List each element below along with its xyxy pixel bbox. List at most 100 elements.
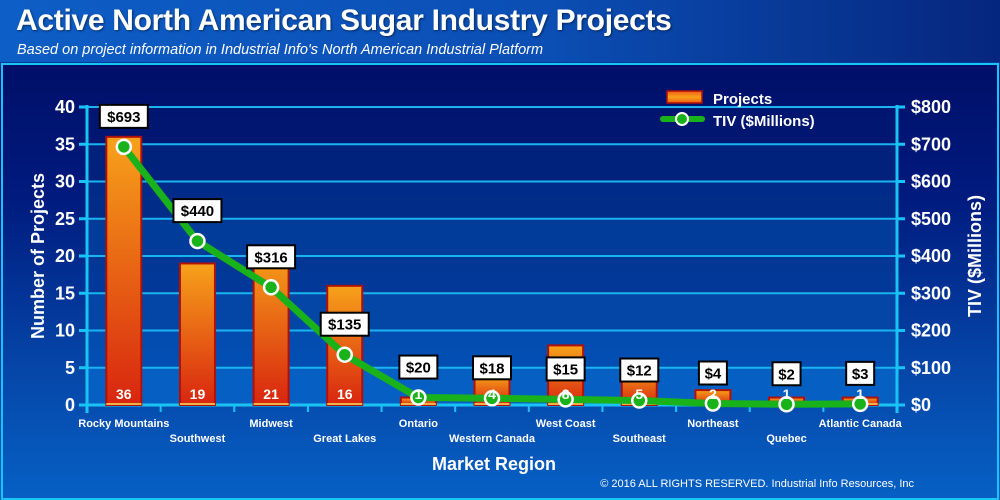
tiv-label-box	[545, 356, 586, 382]
tiv-marker	[631, 392, 648, 409]
tiv-marker	[189, 232, 206, 250]
tiv-label-box	[319, 311, 370, 337]
bar-value-label: 1	[414, 386, 422, 402]
y-tick-label: 35	[55, 134, 75, 154]
y-tick-label: 40	[55, 97, 75, 117]
tiv-marker	[483, 390, 501, 407]
x-tick-label: Northeast	[687, 418, 739, 430]
bar-value-label: 4	[488, 386, 496, 402]
tiv-label-box	[98, 103, 149, 129]
legend: Projects TIV ($Millions)	[660, 90, 815, 130]
bar-base	[179, 403, 215, 405]
chart-title: Active North American Sugar Industry Pro…	[16, 4, 672, 37]
tiv-value-label: $3	[852, 366, 869, 383]
bar-value-label: 1	[783, 386, 791, 402]
bar-value-label: 8	[562, 386, 570, 402]
plot-band	[87, 218, 897, 256]
bar-value-label: 36	[116, 386, 132, 402]
tiv-marker	[778, 396, 795, 413]
y2-tick-label: $700	[911, 134, 951, 154]
bar-value-label: 5	[635, 386, 643, 402]
y2-tick-label: $400	[911, 246, 951, 266]
plot-band	[87, 144, 897, 182]
tiv-marker	[336, 346, 353, 363]
x-tick-label: Ontario	[399, 418, 438, 430]
x-tick-label: Southeast	[613, 433, 667, 445]
chart-subtitle: Based on project information in Industri…	[17, 42, 544, 58]
plot-band	[87, 107, 897, 145]
x-tick-label: Southwest	[170, 433, 226, 445]
bar-value-label: 2	[709, 386, 717, 402]
tiv-marker	[851, 395, 869, 413]
y-axis-title: Number of Projects	[28, 173, 48, 339]
tiv-label-box	[398, 354, 439, 380]
y2-tick-label: $100	[911, 358, 951, 378]
y-tick-label: 30	[55, 172, 75, 192]
legend-label-projects: Projects	[713, 91, 772, 108]
tiv-label-box	[246, 244, 297, 270]
tiv-label-box	[697, 360, 728, 386]
bar-base	[106, 403, 142, 405]
bar-value-label: 19	[190, 386, 206, 402]
tiv-value-label: $4	[705, 366, 722, 383]
x-tick-label: Western Canada	[449, 433, 536, 445]
legend-bar-swatch	[666, 90, 703, 104]
tiv-marker	[262, 279, 280, 296]
y-tick-label: 25	[55, 209, 75, 229]
y-tick-label: 15	[55, 283, 75, 303]
tiv-marker	[557, 391, 574, 408]
x-tick-label: West Coast	[536, 418, 596, 430]
tiv-line	[115, 138, 869, 413]
x-axis-title: Market Region	[432, 454, 556, 474]
plot-band	[87, 256, 897, 294]
y2-axis-title: TIV ($Millions)	[965, 195, 985, 317]
x-tick-label: Atlantic Canada	[819, 418, 903, 430]
tiv-marker	[410, 389, 427, 406]
tiv-value-label: $693	[107, 109, 140, 126]
plot-band	[87, 293, 897, 331]
bar-value-label: 16	[337, 386, 353, 402]
y-tick-label: 0	[65, 395, 75, 415]
tiv-label-box	[771, 361, 802, 387]
y2-tick-label: $300	[911, 283, 951, 303]
tiv-marker	[704, 395, 722, 412]
tiv-value-label: $15	[553, 361, 578, 378]
y2-tick-label: $500	[911, 209, 951, 229]
tiv-value-label: $12	[627, 363, 652, 380]
x-tick-label: Rocky Mountains	[78, 418, 169, 430]
x-tick-label: Midwest	[249, 418, 293, 430]
tiv-value-label: $440	[181, 203, 214, 220]
tiv-label-box	[845, 360, 876, 386]
bar-value-label: 1	[856, 386, 864, 402]
tiv-label-box	[172, 198, 223, 224]
y2-tick-label: $0	[911, 395, 931, 415]
x-tick-label: Great Lakes	[313, 433, 376, 445]
tiv-value-label: $18	[479, 360, 504, 377]
tiv-value-label: $135	[328, 317, 361, 334]
bar	[105, 135, 143, 407]
header: Active North American Sugar Industry Pro…	[0, 0, 1000, 62]
legend-label-tiv: TIV ($Millions)	[713, 113, 815, 130]
bar	[252, 247, 290, 406]
tiv-label-box	[619, 357, 660, 383]
bar-base	[253, 403, 289, 405]
y-tick-label: 5	[65, 358, 75, 378]
copyright-text: © 2016 ALL RIGHTS RESERVED. Industrial I…	[600, 478, 914, 490]
legend-marker-icon	[675, 112, 689, 126]
bar-value-label: 21	[263, 386, 279, 402]
y2-tick-label: $800	[911, 97, 951, 117]
y-tick-label: 10	[55, 321, 75, 341]
y-tick-label: 20	[55, 246, 75, 266]
tiv-value-label: $2	[778, 366, 795, 383]
tiv-marker	[115, 138, 133, 156]
bar	[178, 262, 216, 407]
tiv-value-label: $20	[406, 360, 431, 377]
y2-tick-label: $200	[911, 321, 951, 341]
axes: 0510152025303540$0$100$200$300$400$500$6…	[55, 97, 951, 445]
y2-tick-label: $600	[911, 172, 951, 192]
tiv-value-label: $316	[254, 249, 287, 266]
tiv-label-box	[472, 355, 512, 381]
bar-base	[327, 403, 363, 405]
